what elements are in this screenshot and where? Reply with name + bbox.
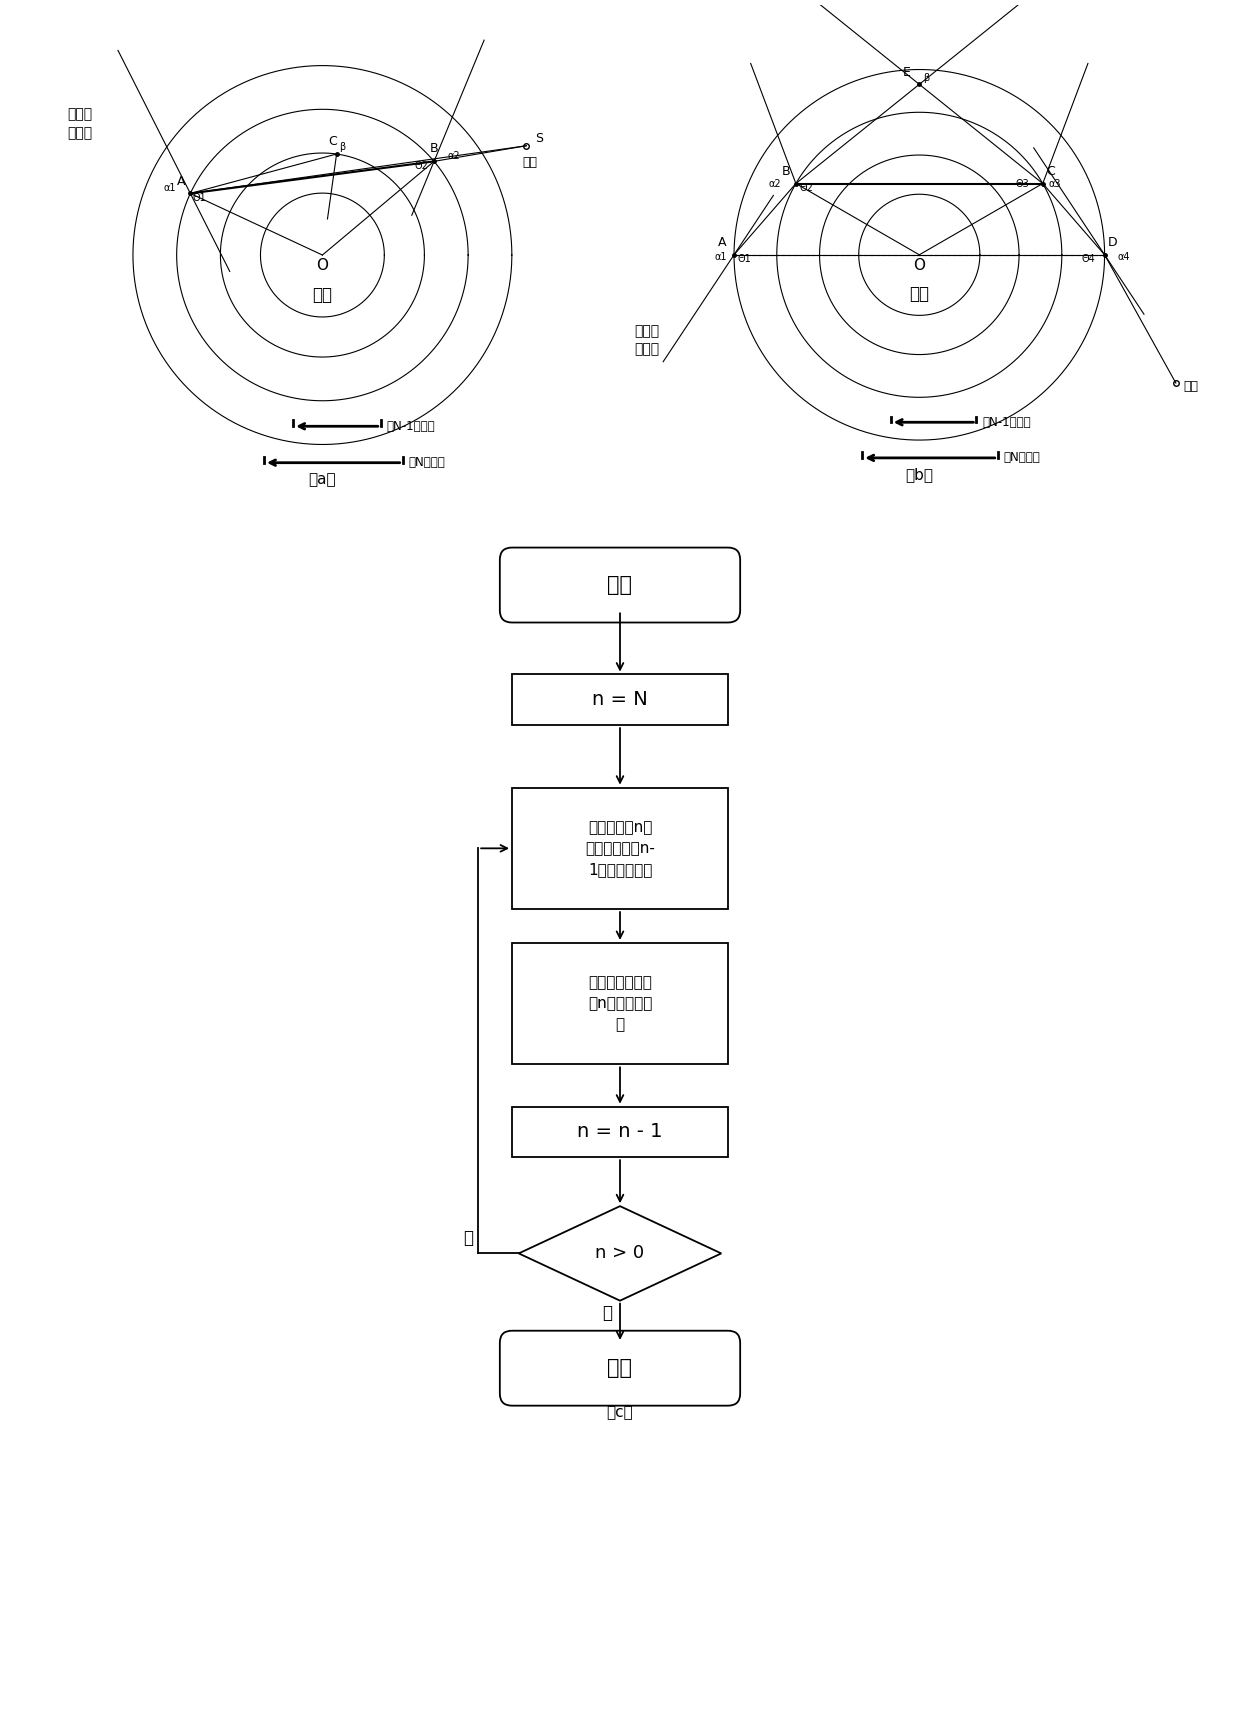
- Text: 第N层大气: 第N层大气: [408, 456, 445, 469]
- Text: α2: α2: [769, 180, 781, 188]
- Text: α1: α1: [164, 183, 176, 194]
- Text: O: O: [914, 259, 925, 272]
- Text: 第N-1层大气: 第N-1层大气: [387, 420, 435, 433]
- Text: A: A: [718, 236, 727, 248]
- Text: Θ1: Θ1: [738, 254, 751, 264]
- Text: 卫星: 卫星: [522, 156, 538, 170]
- Text: （b）: （b）: [905, 468, 934, 483]
- Text: C: C: [1047, 164, 1055, 178]
- Text: 利用所选数据计
算n层大气折射
率: 利用所选数据计 算n层大气折射 率: [588, 975, 652, 1033]
- Text: E: E: [903, 65, 910, 79]
- Polygon shape: [518, 1206, 722, 1300]
- Text: 选取仅通过n层
大气而不通过n-
1层大气的数据: 选取仅通过n层 大气而不通过n- 1层大气的数据: [585, 821, 655, 877]
- Text: α4: α4: [1117, 252, 1130, 262]
- Text: Θ3: Θ3: [1016, 180, 1029, 188]
- Text: D: D: [1109, 236, 1117, 248]
- Bar: [512, 942, 728, 1064]
- Text: n = n - 1: n = n - 1: [578, 1122, 662, 1141]
- Text: （a）: （a）: [309, 473, 336, 488]
- Text: 第N层大气: 第N层大气: [1003, 452, 1040, 464]
- Text: Θ1: Θ1: [192, 194, 206, 202]
- Text: 卫星: 卫星: [1183, 380, 1198, 394]
- Text: 开始: 开始: [608, 576, 632, 594]
- Text: O: O: [316, 259, 329, 274]
- Text: B: B: [781, 164, 790, 178]
- Text: A: A: [177, 175, 186, 188]
- Text: Θ2: Θ2: [800, 183, 813, 192]
- Text: 否: 否: [601, 1304, 611, 1321]
- Text: 地球: 地球: [909, 284, 929, 303]
- Text: C: C: [329, 135, 337, 149]
- Bar: [512, 1107, 728, 1158]
- Text: β: β: [923, 72, 929, 82]
- Text: α2: α2: [448, 151, 460, 161]
- Text: Θ4: Θ4: [1081, 254, 1096, 264]
- Text: 是: 是: [463, 1230, 472, 1247]
- Text: 恒星光
线方向: 恒星光 线方向: [634, 324, 660, 356]
- FancyBboxPatch shape: [500, 548, 740, 622]
- Text: β: β: [340, 142, 346, 152]
- Text: 恒星光
线方向: 恒星光 线方向: [67, 108, 93, 140]
- Text: n = N: n = N: [593, 690, 647, 709]
- Text: 第N-1层大气: 第N-1层大气: [982, 416, 1030, 428]
- Bar: [512, 788, 728, 910]
- Text: Θ2: Θ2: [414, 161, 429, 171]
- Text: S: S: [536, 132, 543, 146]
- Text: B: B: [430, 142, 439, 154]
- Text: （c）: （c）: [606, 1405, 634, 1420]
- Text: 地球: 地球: [312, 286, 332, 305]
- Text: n > 0: n > 0: [595, 1244, 645, 1262]
- FancyBboxPatch shape: [500, 1331, 740, 1406]
- Text: 结束: 结束: [608, 1358, 632, 1379]
- Text: α1: α1: [714, 252, 727, 262]
- Text: α3: α3: [1049, 180, 1061, 188]
- Bar: [512, 675, 728, 725]
